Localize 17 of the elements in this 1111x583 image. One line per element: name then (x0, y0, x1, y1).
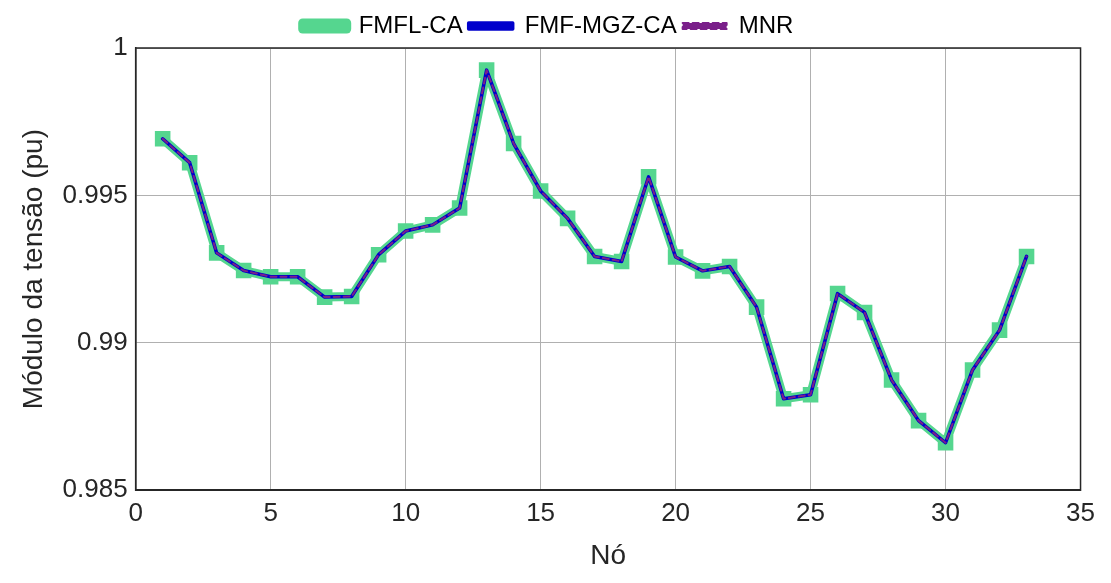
y-axis-title: Módulo da tensão (pu) (16, 129, 48, 410)
x-tick-label: 30 (931, 496, 961, 527)
x-tick-label: 0 (128, 496, 143, 527)
x-tick-label: 20 (661, 496, 691, 527)
y-tick-label: 1 (113, 31, 128, 62)
x-tick-label: 10 (391, 496, 421, 527)
x-tick-label: 15 (526, 496, 556, 527)
y-tick-label: 0.99 (77, 325, 128, 356)
y-tick-label: 0.985 (62, 473, 128, 504)
x-tick-label: 35 (1066, 496, 1095, 527)
legend-label: MNR (738, 10, 794, 38)
x-tick-label: 25 (796, 496, 826, 527)
x-tick-label: 5 (263, 496, 278, 527)
legend-label: FMFL-CA (358, 10, 463, 38)
y-tick-label: 0.995 (62, 178, 128, 209)
legend-label: FMF-MGZ-CA (524, 10, 677, 38)
x-axis-title: Nó (590, 538, 626, 570)
